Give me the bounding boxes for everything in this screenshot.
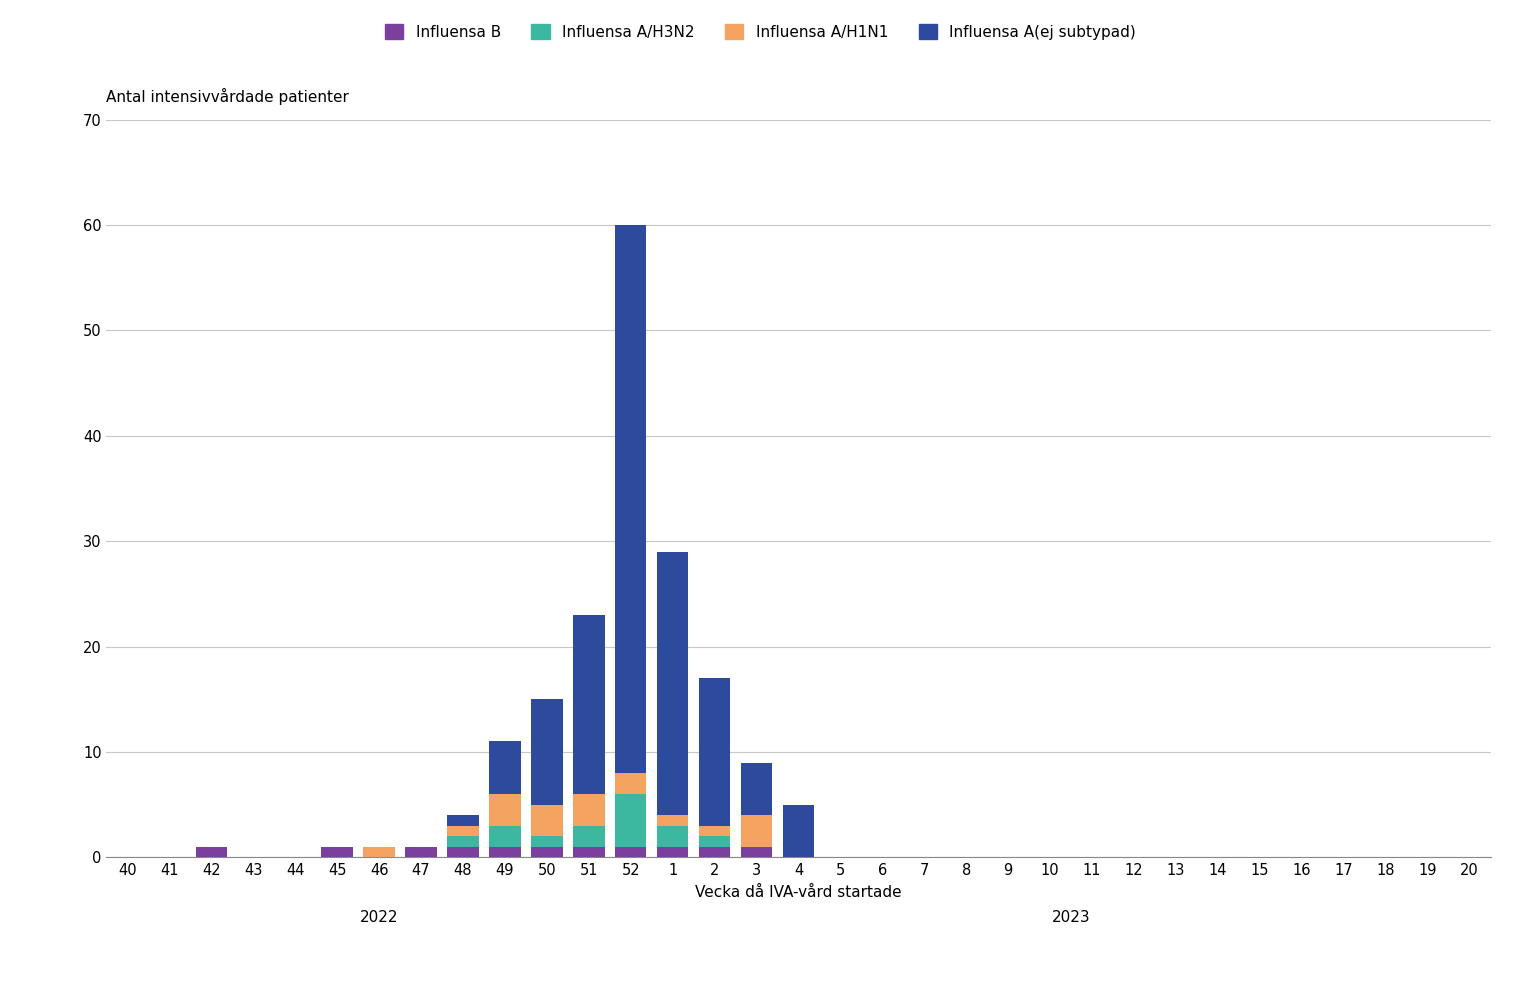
Text: Antal intensivvårdade patienter: Antal intensivvårdade patienter	[106, 88, 350, 105]
Bar	[614, 795, 646, 846]
Bar	[447, 816, 479, 826]
X-axis label: Vecka då IVA-vård startade: Vecka då IVA-vård startade	[695, 885, 902, 900]
Bar	[614, 773, 646, 795]
Bar	[196, 846, 227, 857]
Bar	[364, 846, 395, 857]
Bar	[741, 816, 773, 846]
Bar	[700, 826, 730, 836]
Bar	[573, 826, 604, 846]
Bar	[531, 836, 563, 846]
Bar	[657, 551, 689, 816]
Bar	[700, 678, 730, 826]
Bar	[447, 836, 479, 846]
Bar	[490, 826, 520, 846]
Bar	[531, 805, 563, 836]
Bar	[447, 826, 479, 836]
Bar	[321, 846, 353, 857]
Bar	[447, 846, 479, 857]
Bar	[614, 225, 646, 773]
Bar	[490, 846, 520, 857]
Bar	[531, 699, 563, 805]
Bar	[657, 846, 689, 857]
Bar	[657, 826, 689, 846]
Bar	[700, 836, 730, 846]
Bar	[573, 846, 604, 857]
Text: 2022: 2022	[360, 910, 399, 925]
Bar	[573, 615, 604, 795]
Bar	[657, 816, 689, 826]
Bar	[490, 795, 520, 826]
Bar	[573, 795, 604, 826]
Bar	[490, 742, 520, 795]
Text: 2023: 2023	[1053, 910, 1091, 925]
Bar	[741, 763, 773, 816]
Legend: Influensa B, Influensa A/H3N2, Influensa A/H1N1, Influensa A(ej subtypad): Influensa B, Influensa A/H3N2, Influensa…	[379, 18, 1142, 46]
Bar	[783, 805, 814, 857]
Bar	[531, 846, 563, 857]
Bar	[700, 846, 730, 857]
Bar	[405, 846, 437, 857]
Bar	[614, 846, 646, 857]
Bar	[741, 846, 773, 857]
